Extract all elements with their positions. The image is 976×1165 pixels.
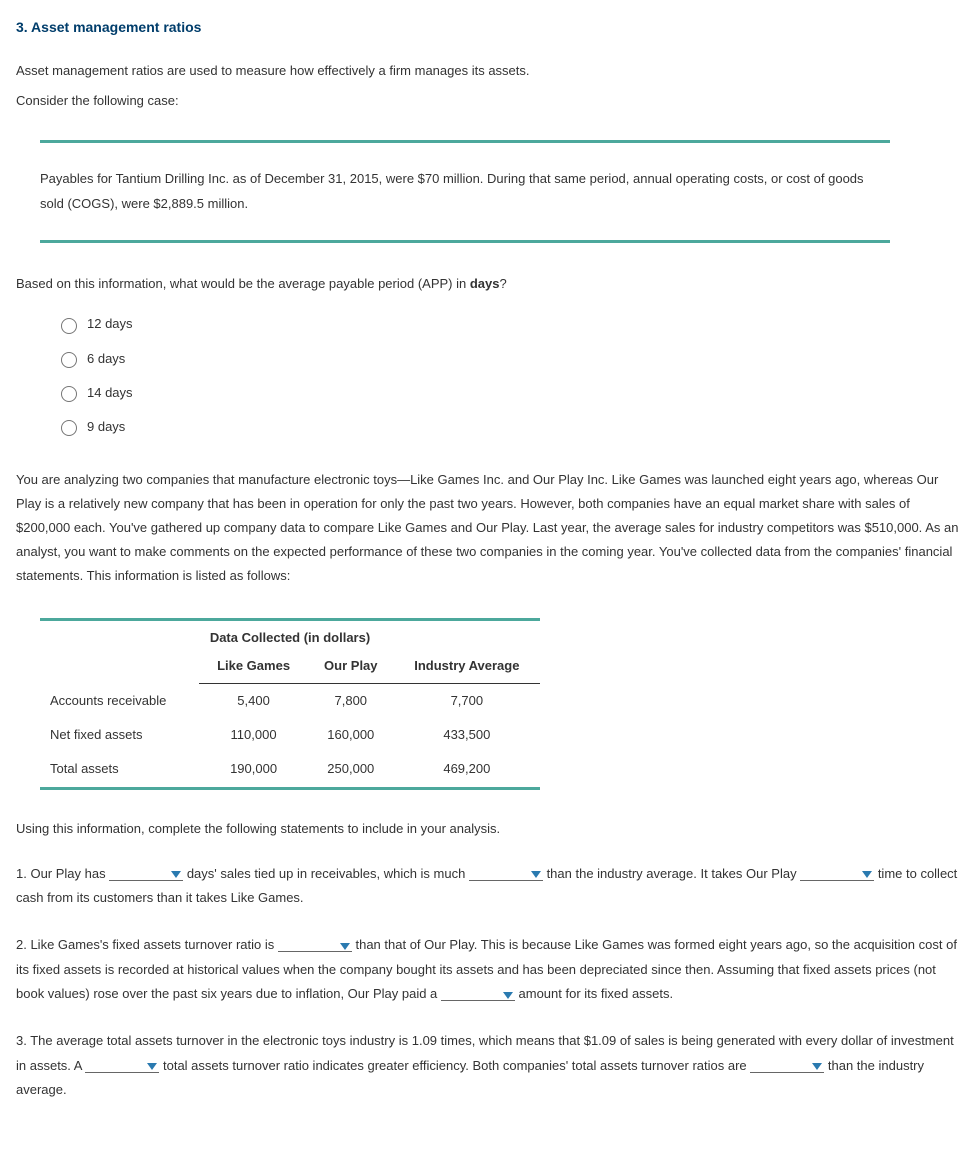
table-row: Total assets 190,000 250,000 469,200	[40, 752, 540, 786]
row-label: Accounts receivable	[40, 684, 199, 719]
cell: 7,800	[308, 684, 394, 719]
intro-text-2: Consider the following case:	[16, 90, 960, 112]
case-bottom-rule	[40, 240, 890, 243]
cell: 433,500	[394, 718, 540, 752]
question-1-options: 12 days 6 days 14 days 9 days	[56, 313, 960, 437]
stmt-text: than the industry average. It takes Our …	[543, 866, 800, 881]
stmt-text: days' sales tied up in receivables, whic…	[183, 866, 469, 881]
dropdown-blank[interactable]	[750, 1059, 824, 1073]
table-corner-blank	[40, 651, 199, 684]
intro-text-1: Asset management ratios are used to meas…	[16, 60, 960, 82]
cell: 7,700	[394, 684, 540, 719]
cell: 5,400	[199, 684, 308, 719]
dropdown-blank[interactable]	[800, 867, 874, 881]
dropdown-blank[interactable]	[85, 1059, 159, 1073]
chevron-down-icon	[147, 1061, 157, 1071]
q1-pre: Based on this information, what would be…	[16, 276, 470, 291]
option-label: 14 days	[87, 382, 133, 404]
section-title: 3. Asset management ratios	[16, 16, 960, 40]
statement-2: 2. Like Games's fixed assets turnover ra…	[16, 933, 960, 1007]
row-label: Total assets	[40, 752, 199, 786]
row-label: Net fixed assets	[40, 718, 199, 752]
chevron-down-icon	[531, 869, 541, 879]
radio-option-2[interactable]	[61, 352, 77, 368]
cell: 110,000	[199, 718, 308, 752]
option-row: 6 days	[56, 348, 960, 370]
chevron-down-icon	[340, 941, 350, 951]
stmt-text: total assets turnover ratio indicates gr…	[159, 1058, 750, 1073]
instruction-paragraph: Using this information, complete the fol…	[16, 818, 960, 840]
chevron-down-icon	[812, 1061, 822, 1071]
table-header-row: Like Games Our Play Industry Average	[40, 651, 540, 684]
statements-block: 1. Our Play has days' sales tied up in r…	[16, 862, 960, 1104]
stmt-text: 1. Our Play has	[16, 866, 109, 881]
statement-3: 3. The average total assets turnover in …	[16, 1029, 960, 1103]
q1-bold: days	[470, 276, 500, 291]
table-row: Accounts receivable 5,400 7,800 7,700	[40, 684, 540, 719]
case-box: Payables for Tantium Drilling Inc. as of…	[40, 140, 890, 243]
data-table-box: Data Collected (in dollars) Like Games O…	[40, 618, 540, 789]
statement-1: 1. Our Play has days' sales tied up in r…	[16, 862, 960, 911]
chevron-down-icon	[862, 869, 872, 879]
option-row: 14 days	[56, 382, 960, 404]
dropdown-blank[interactable]	[469, 867, 543, 881]
col-header: Like Games	[199, 651, 308, 684]
stmt-text: 2. Like Games's fixed assets turnover ra…	[16, 937, 278, 952]
dropdown-blank[interactable]	[278, 938, 352, 952]
option-row: 9 days	[56, 416, 960, 438]
option-label: 6 days	[87, 348, 125, 370]
dropdown-blank[interactable]	[109, 867, 183, 881]
cell: 469,200	[394, 752, 540, 786]
radio-option-4[interactable]	[61, 420, 77, 436]
option-label: 12 days	[87, 313, 133, 335]
dropdown-blank[interactable]	[441, 987, 515, 1001]
table-bottom-rule	[40, 787, 540, 790]
chevron-down-icon	[503, 990, 513, 1000]
radio-option-1[interactable]	[61, 318, 77, 334]
cell: 190,000	[199, 752, 308, 786]
data-table: Like Games Our Play Industry Average Acc…	[40, 651, 540, 786]
scenario-paragraph: You are analyzing two companies that man…	[16, 468, 960, 588]
option-row: 12 days	[56, 313, 960, 335]
radio-option-3[interactable]	[61, 386, 77, 402]
table-title: Data Collected (in dollars)	[40, 621, 540, 651]
chevron-down-icon	[171, 869, 181, 879]
cell: 250,000	[308, 752, 394, 786]
col-header: Industry Average	[394, 651, 540, 684]
option-label: 9 days	[87, 416, 125, 438]
case-text: Payables for Tantium Drilling Inc. as of…	[40, 143, 890, 240]
col-header: Our Play	[308, 651, 394, 684]
table-row: Net fixed assets 110,000 160,000 433,500	[40, 718, 540, 752]
stmt-text: amount for its fixed assets.	[515, 986, 673, 1001]
q1-post: ?	[499, 276, 506, 291]
question-1-prompt: Based on this information, what would be…	[16, 273, 960, 295]
cell: 160,000	[308, 718, 394, 752]
